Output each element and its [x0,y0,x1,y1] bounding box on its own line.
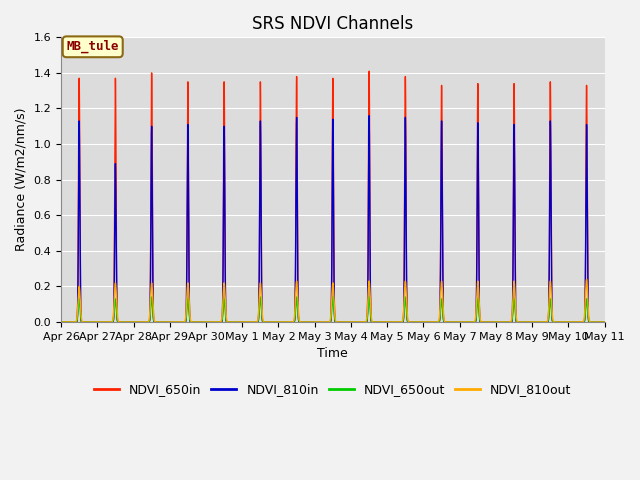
NDVI_810out [593,319,601,325]
NDVI_650in [601,319,609,325]
NDVI_650in [530,319,538,325]
NDVI_650out [301,319,309,325]
NDVI_810out [545,308,552,314]
NDVI_650in [365,68,373,74]
NDVI_650in [600,319,607,325]
Text: MB_tule: MB_tule [67,40,119,53]
Legend: NDVI_650in, NDVI_810in, NDVI_650out, NDVI_810out: NDVI_650in, NDVI_810in, NDVI_650out, NDV… [89,378,577,401]
NDVI_810in [600,319,607,325]
Title: SRS NDVI Channels: SRS NDVI Channels [252,15,413,33]
NDVI_650out [545,315,552,321]
NDVI_810in [365,113,373,119]
NDVI_650out [593,319,601,325]
NDVI_810in [593,319,601,325]
NDVI_810in [530,319,538,325]
NDVI_650in [404,319,412,325]
NDVI_650out [530,319,538,325]
NDVI_650out [57,319,65,325]
Line: NDVI_650in: NDVI_650in [61,71,605,322]
NDVI_810out [404,317,412,323]
Line: NDVI_810out: NDVI_810out [61,279,605,322]
NDVI_810out [601,319,609,325]
NDVI_810out [57,319,65,325]
NDVI_650out [601,319,609,325]
NDVI_650out [148,294,156,300]
NDVI_810out [600,319,607,325]
NDVI_810in [404,319,412,325]
NDVI_650in [301,319,309,325]
NDVI_650out [404,319,412,324]
Line: NDVI_810in: NDVI_810in [61,116,605,322]
NDVI_650in [593,319,601,325]
NDVI_810in [545,313,552,319]
NDVI_650out [600,319,607,325]
NDVI_650in [57,319,65,325]
NDVI_810in [301,319,309,325]
NDVI_810in [601,319,609,325]
NDVI_650in [545,312,552,318]
Y-axis label: Radiance (W/m2/nm/s): Radiance (W/m2/nm/s) [15,108,28,252]
NDVI_810out [301,319,309,325]
NDVI_810in [57,319,65,325]
NDVI_810out [583,276,591,282]
X-axis label: Time: Time [317,347,348,360]
Line: NDVI_650out: NDVI_650out [61,297,605,322]
NDVI_810out [529,319,537,325]
